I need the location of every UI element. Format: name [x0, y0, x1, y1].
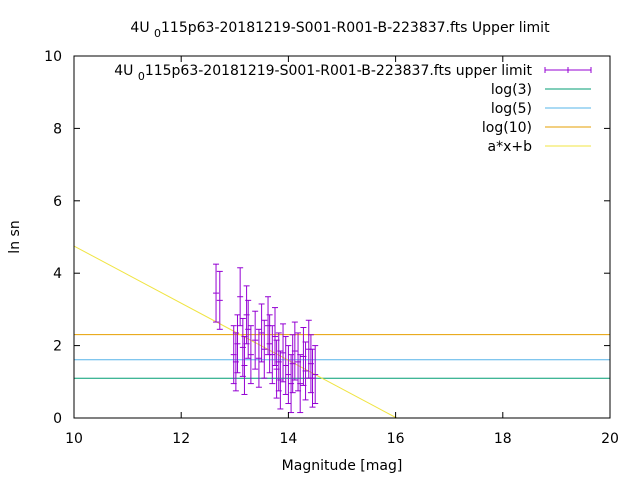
data-point [269, 325, 276, 385]
data-point [302, 341, 309, 401]
data-point [266, 314, 273, 374]
x-axis-label: Magnitude [mag] [282, 458, 403, 474]
data-point [258, 303, 265, 363]
data-point [312, 345, 319, 405]
data-point [245, 299, 252, 359]
data-point [277, 350, 284, 410]
data-point [285, 345, 292, 405]
x-tick-label: 12 [172, 431, 190, 447]
y-tick-label: 6 [53, 194, 62, 210]
data-point [237, 267, 244, 327]
data-point [252, 310, 259, 370]
legend: 4U 0115p63-20181219-S001-R001-B-223837.f… [114, 63, 592, 155]
data-point [297, 354, 304, 414]
data-point [309, 348, 316, 408]
plot-area: 10 12 14 16 18 20 0 2 4 6 8 10 [44, 49, 619, 447]
y-tick-label: 8 [53, 121, 62, 137]
x-tick-label: 10 [65, 431, 83, 447]
data-point [213, 263, 220, 323]
y-tick-label: 2 [53, 339, 62, 355]
y-tick-label: 10 [44, 49, 62, 65]
x-tick-label: 14 [279, 431, 297, 447]
y-tick-label: 4 [53, 266, 62, 282]
legend-label: 4U 0115p63-20181219-S001-R001-B-223837.f… [114, 63, 532, 83]
fit-line [73, 245, 397, 419]
legend-label: log(3) [491, 82, 532, 98]
legend-label: log(10) [482, 120, 532, 136]
legend-label: a*x+b [488, 139, 533, 155]
data-point [247, 325, 254, 385]
legend-label: log(5) [491, 101, 532, 117]
data-point [234, 314, 241, 374]
y-axis-label: ln sn [7, 220, 23, 253]
data-point [282, 336, 289, 395]
data-point [280, 323, 287, 383]
data-point [216, 270, 223, 330]
data-point [261, 319, 268, 379]
x-tick-label: 16 [387, 431, 405, 447]
x-tick-label: 18 [494, 431, 512, 447]
y-tick-label: 0 [53, 411, 62, 427]
plot-frame [73, 55, 611, 419]
chart-title: 4U 0115p63-20181219-S001-R001-B-223837.f… [130, 20, 550, 40]
x-tick-label: 20 [601, 431, 619, 447]
data-point [291, 321, 298, 381]
data-point [255, 328, 262, 388]
